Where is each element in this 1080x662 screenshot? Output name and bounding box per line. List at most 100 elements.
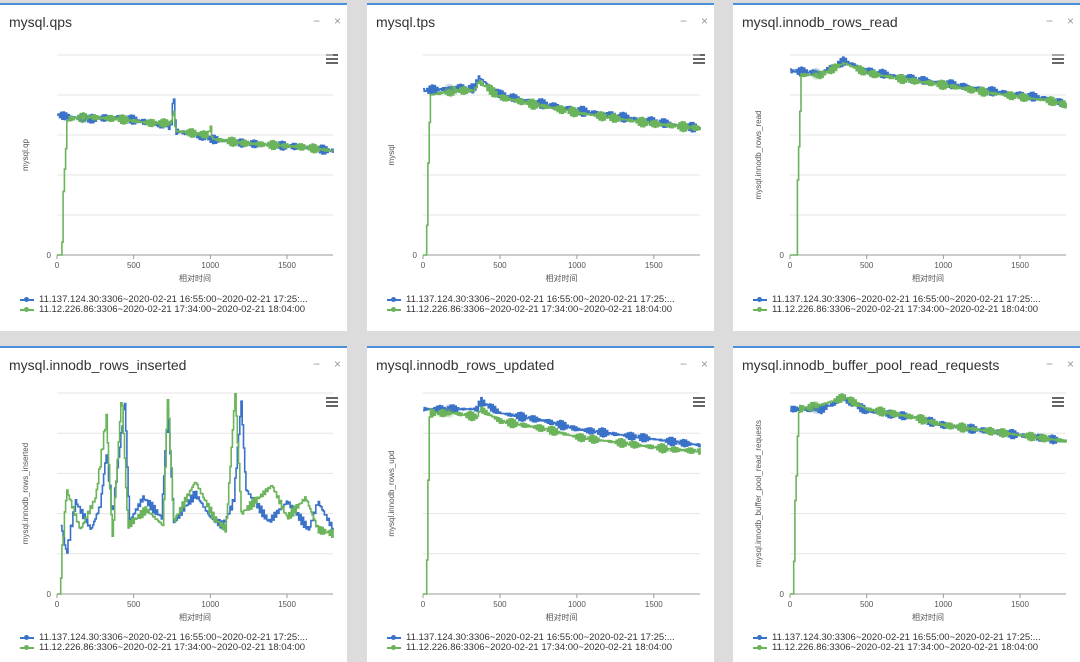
menu-bar (326, 405, 338, 407)
x-tick-label: 500 (127, 261, 141, 270)
x-tick-label: 0 (55, 600, 60, 609)
x-tick-label: 500 (860, 261, 874, 270)
legend-marker-icon (387, 297, 401, 302)
legend-item[interactable]: 11.12.226.86:3306~2020-02-21 17:34:00~20… (753, 643, 1041, 653)
minimize-button[interactable]: − (312, 14, 320, 28)
x-tick-label: 0 (55, 261, 60, 270)
legend-marker-icon (753, 307, 767, 312)
y-axis-label: mysql (387, 144, 396, 165)
panel-controls: − × (1046, 14, 1074, 28)
chart-menu-icon[interactable] (326, 397, 338, 407)
y-axis-label: mysql.innodb_rows_read (754, 111, 763, 200)
minimize-button[interactable]: − (1045, 357, 1053, 371)
x-tick-label: 1000 (201, 261, 219, 270)
x-tick-label: 0 (421, 261, 426, 270)
y-tick-label: 0 (47, 590, 52, 599)
chart-svg: 0 500 1000 1500 相对时间 mysql.innodb_rows_upd (387, 392, 701, 622)
legend-label: 11.137.124.30:3306~2020-02-21 16:55:00~2… (406, 294, 675, 305)
series-line (423, 396, 701, 448)
y-tick-label: 0 (47, 251, 52, 260)
chart-menu-icon[interactable] (1052, 397, 1064, 407)
legend-marker-icon (387, 645, 401, 650)
chart-panel: mysql.qps − × 0 0 500 1000 1500 相对时间 mysql.qp 11.1… (0, 3, 347, 331)
panel-controls: − × (313, 357, 341, 371)
legend-marker-icon (20, 635, 34, 640)
panel-title: mysql.qps (9, 14, 73, 30)
legend-item[interactable]: 11.137.124.30:3306~2020-02-21 16:55:00~2… (753, 295, 1041, 305)
menu-bar (326, 62, 338, 64)
x-tick-label: 500 (860, 600, 874, 609)
chart-svg: 00 500 1000 1500 相对时间 mysql.qp (21, 54, 334, 283)
x-tick-label: 500 (127, 600, 141, 609)
legend-item[interactable]: 11.137.124.30:3306~2020-02-21 16:55:00~2… (387, 295, 675, 305)
menu-bar (326, 58, 338, 60)
legend-item[interactable]: 11.137.124.30:3306~2020-02-21 16:55:00~2… (753, 633, 1041, 643)
x-tick-label: 1500 (278, 600, 296, 609)
menu-bar (693, 405, 705, 407)
legend-marker-icon (20, 297, 34, 302)
legend-item[interactable]: 11.137.124.30:3306~2020-02-21 16:55:00~2… (387, 633, 675, 643)
legend-item[interactable]: 11.137.124.30:3306~2020-02-21 16:55:00~2… (20, 633, 308, 643)
legend-item[interactable]: 11.12.226.86:3306~2020-02-21 17:34:00~20… (20, 305, 308, 315)
legend-marker-icon (753, 297, 767, 302)
legend-marker-icon (387, 307, 401, 312)
legend-item[interactable]: 11.137.124.30:3306~2020-02-21 16:55:00~2… (20, 295, 308, 305)
chart-panel: mysql.innodb_rows_read − × 0 0 500 1000 1500 相对时… (733, 3, 1080, 331)
menu-bar (693, 397, 705, 399)
chart-panel: mysql.innodb_rows_updated − × 0 500 1000 1500 相… (367, 346, 714, 662)
hover-marker (80, 114, 86, 120)
x-tick-label: 1000 (568, 600, 586, 609)
menu-bar (1052, 397, 1064, 399)
menu-bar (326, 401, 338, 403)
close-button[interactable]: × (1066, 14, 1074, 28)
panel-title: mysql.innodb_buffer_pool_read_requests (742, 357, 1000, 373)
x-tick-label: 1000 (934, 600, 952, 609)
x-tick-label: 1500 (278, 261, 296, 270)
y-tick-label: 0 (780, 251, 785, 260)
chart-panel: mysql.innodb_rows_inserted − × 0 0 500 1000 150… (0, 346, 347, 662)
chart-svg: 00 500 1000 1500 相对时间 mysql.innodb_rows_inser… (21, 392, 334, 622)
y-tick-label: 0 (413, 251, 418, 260)
menu-bar (326, 397, 338, 399)
legend-item[interactable]: 11.12.226.86:3306~2020-02-21 17:34:00~20… (387, 643, 675, 653)
x-axis-label: 相对时间 (179, 273, 211, 283)
minimize-button[interactable]: − (312, 357, 320, 371)
legend-label: 11.137.124.30:3306~2020-02-21 16:55:00~2… (39, 294, 308, 305)
legend-marker-icon (20, 645, 34, 650)
legend-item[interactable]: 11.12.226.86:3306~2020-02-21 17:34:00~20… (20, 643, 308, 653)
y-axis-label: mysql.qp (21, 138, 30, 171)
series-line (57, 110, 334, 256)
hover-marker (813, 403, 819, 409)
legend-label: 11.12.226.86:3306~2020-02-21 17:34:00~20… (406, 304, 673, 315)
y-tick-label: 0 (780, 590, 785, 599)
legend-item[interactable]: 11.12.226.86:3306~2020-02-21 17:34:00~20… (387, 305, 675, 315)
close-button[interactable]: × (700, 357, 708, 371)
minimize-button[interactable]: − (679, 357, 687, 371)
legend-marker-icon (387, 635, 401, 640)
legend-marker-icon (20, 307, 34, 312)
chart-svg: 00 500 1000 1500 相对时间 mysql.innodb_rows_read (754, 54, 1067, 283)
legend-item[interactable]: 11.12.226.86:3306~2020-02-21 17:34:00~20… (753, 305, 1041, 315)
hover-marker (446, 88, 452, 94)
chart-panel: mysql.innodb_buffer_pool_read_requests − ×… (733, 346, 1080, 662)
legend-label: 11.137.124.30:3306~2020-02-21 16:55:00~2… (406, 632, 675, 643)
series-line (423, 406, 701, 595)
panel-title: mysql.innodb_rows_updated (376, 357, 555, 373)
minimize-button[interactable]: − (1045, 14, 1053, 28)
chart-menu-icon[interactable] (693, 397, 705, 407)
y-axis-label: mysql.innodb_rows_inserted (21, 443, 30, 544)
close-button[interactable]: × (333, 357, 341, 371)
close-button[interactable]: × (1066, 357, 1074, 371)
legend-marker-icon (753, 645, 767, 650)
minimize-button[interactable]: − (679, 14, 687, 28)
close-button[interactable]: × (700, 14, 708, 28)
menu-bar (1052, 62, 1064, 64)
x-axis-label: 相对时间 (546, 612, 578, 622)
chart-svg: 00 500 1000 1500 相对时间 mysql (387, 54, 701, 283)
series-line (790, 62, 1067, 256)
chart-svg: 00 500 1000 1500 相对时间 mysql.innodb_buffer_poo… (754, 392, 1067, 622)
close-button[interactable]: × (333, 14, 341, 28)
series-line (60, 400, 334, 554)
chart-legend: 11.137.124.30:3306~2020-02-21 16:55:00~2… (387, 633, 675, 653)
y-axis-label: mysql.innodb_buffer_pool_read_requests (754, 420, 763, 567)
